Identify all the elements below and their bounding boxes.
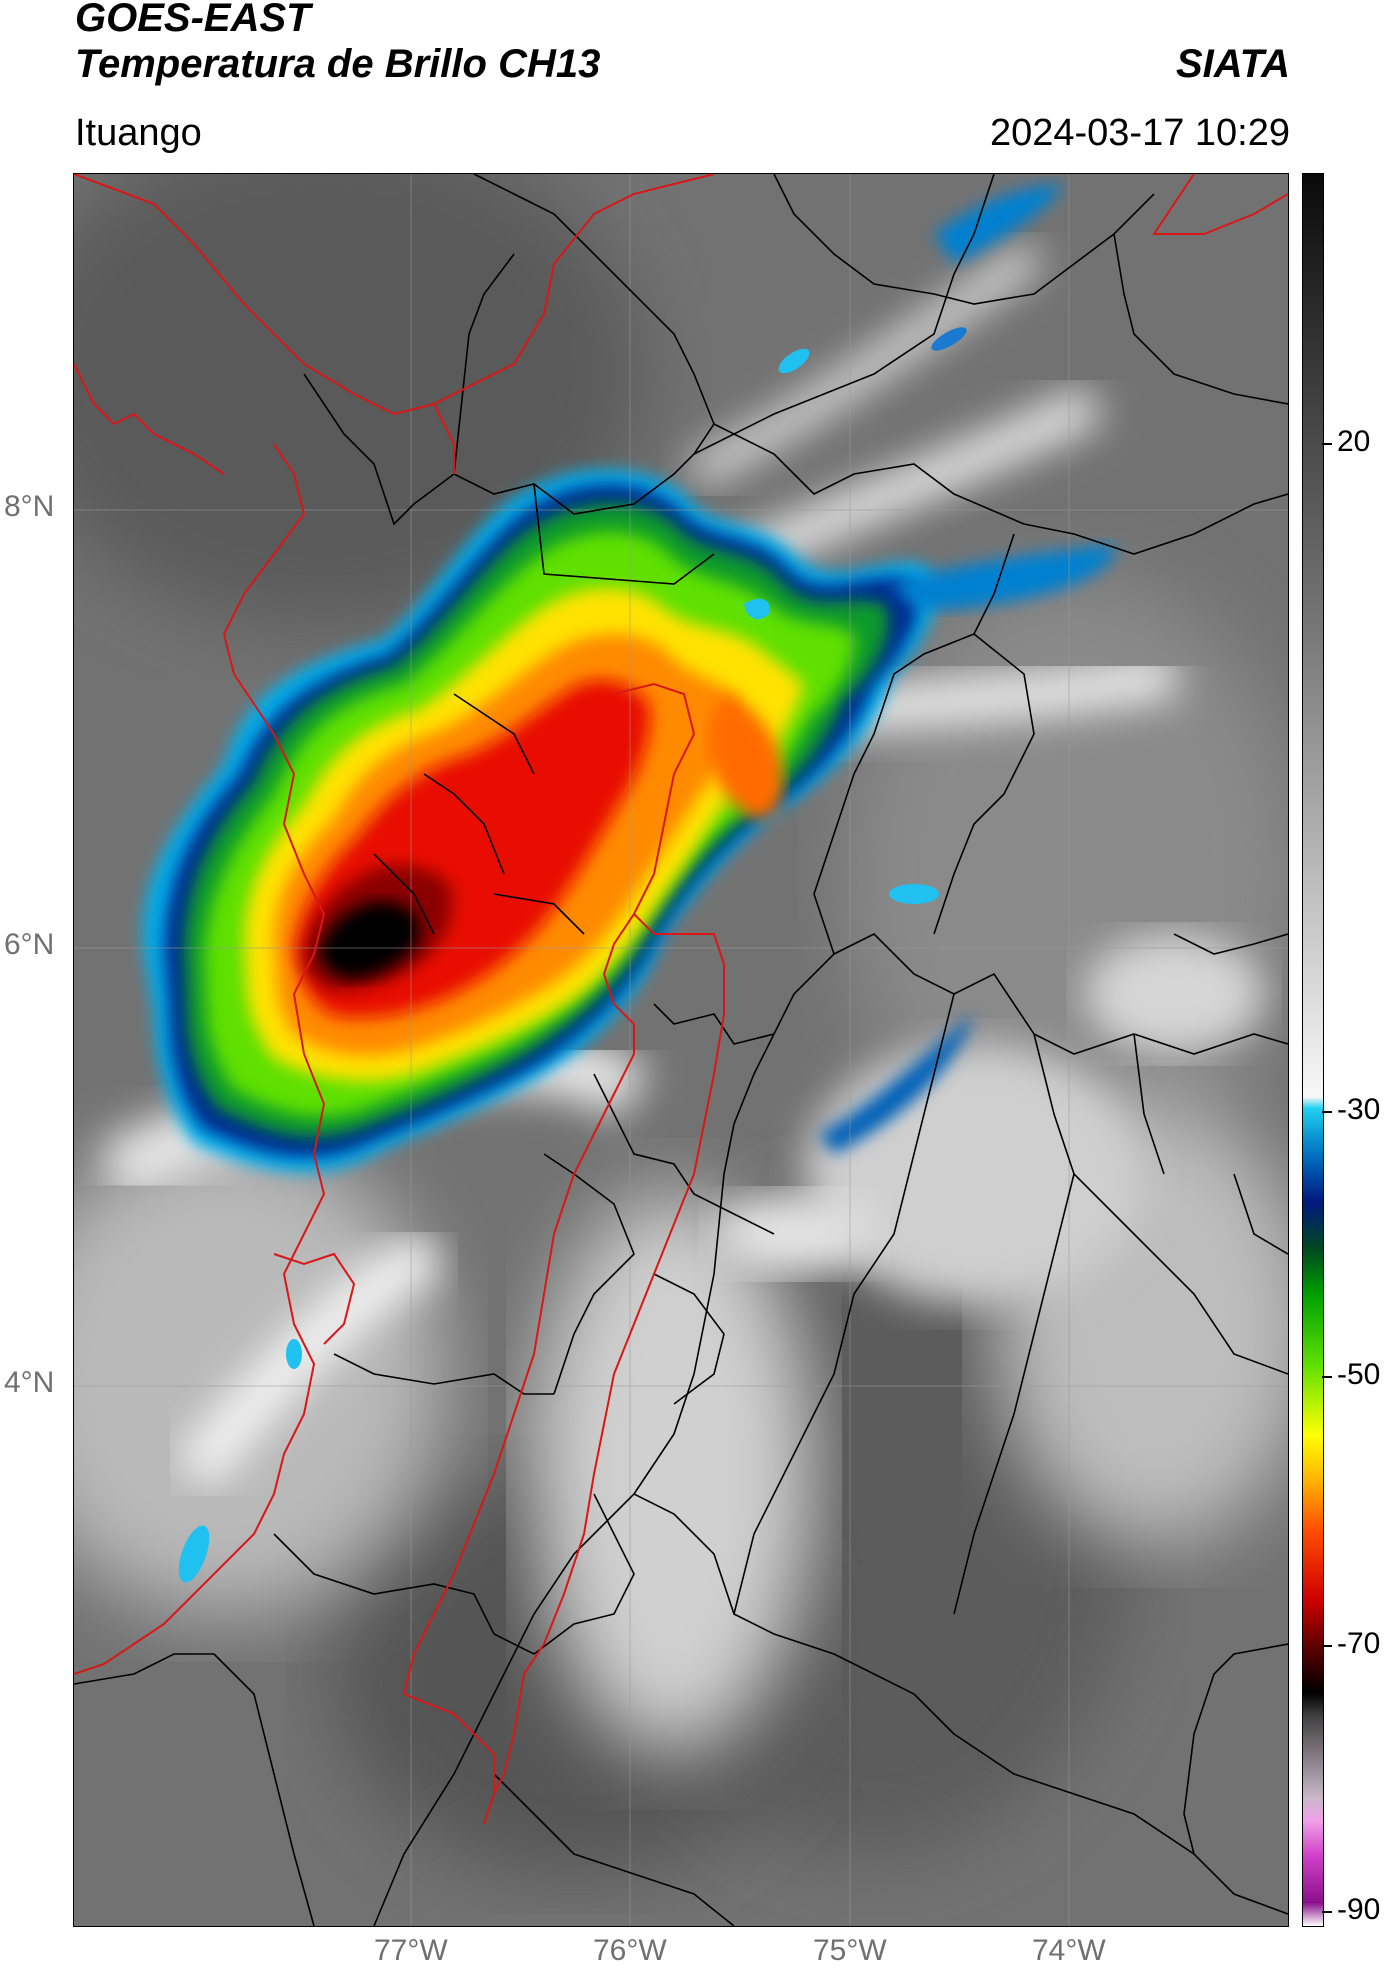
product-title: Temperatura de Brillo CH13	[75, 42, 601, 86]
municipal-borders	[74, 174, 1288, 1926]
location-label: Ituango	[75, 112, 202, 154]
lat-label-4n: 4°N	[4, 1366, 55, 1399]
satellite-title: GOES-EAST	[75, 0, 311, 40]
lat-label-6n: 6°N	[4, 928, 55, 961]
colorbar-tick	[1322, 1911, 1332, 1913]
colorbar-tick	[1322, 1376, 1332, 1378]
lat-label-8n: 8°N	[4, 490, 55, 523]
colorbar-label-neg70: -70	[1337, 1627, 1381, 1660]
graticule	[74, 174, 1288, 1926]
lon-label-74w: 74°W	[1032, 1934, 1106, 1967]
cloud-top-temperature-field	[142, 184, 1116, 1583]
colorbar-label-neg30: -30	[1337, 1093, 1381, 1126]
lon-label-77w: 77°W	[374, 1934, 448, 1967]
colorbar-label-20: 20	[1337, 425, 1371, 458]
colorbar-tick	[1322, 1645, 1332, 1647]
timestamp-label: 2024-03-17 10:29	[989, 112, 1290, 154]
colorbar-tick	[1322, 1111, 1332, 1113]
organization-label: SIATA	[1175, 42, 1290, 86]
lon-label-76w: 76°W	[593, 1934, 667, 1967]
temperature-colorbar	[1302, 173, 1324, 1927]
colorbar-label-neg90: -90	[1337, 1893, 1381, 1926]
lon-label-75w: 75°W	[813, 1934, 887, 1967]
department-borders	[74, 174, 1288, 1825]
satellite-map[interactable]	[73, 173, 1289, 1927]
colorbar-tick	[1322, 443, 1332, 445]
colorbar-label-neg50: -50	[1337, 1358, 1381, 1391]
